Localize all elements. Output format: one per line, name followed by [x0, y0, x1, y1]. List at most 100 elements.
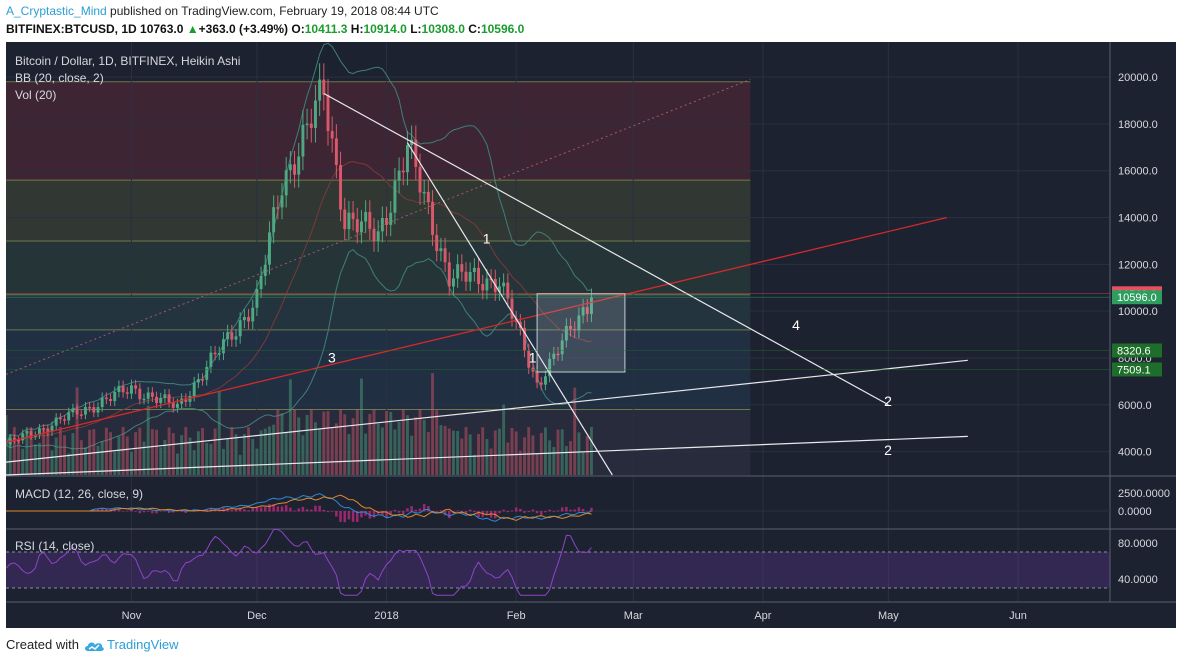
candle-body — [63, 419, 67, 421]
volume-bar — [359, 378, 363, 475]
volume-bar — [401, 409, 405, 475]
candle-body — [117, 386, 121, 392]
macd-histogram-bar — [276, 506, 280, 512]
volume-bar — [435, 410, 439, 475]
macd-histogram-bar — [560, 507, 564, 512]
vol-legend[interactable]: Vol (20) — [15, 88, 57, 102]
macd-legend[interactable]: MACD (12, 26, close, 9) — [15, 487, 144, 501]
macd-histogram-bar — [243, 509, 246, 512]
candle-body — [305, 123, 309, 126]
bb-legend[interactable]: BB (20, close, 2) — [15, 71, 104, 85]
candle-body — [46, 428, 50, 432]
chart-background — [6, 42, 1176, 628]
candle-body — [372, 228, 376, 242]
x-tick-label: May — [878, 610, 899, 622]
volume-bar — [6, 415, 8, 475]
candle-body — [104, 397, 108, 400]
macd-histogram-bar — [301, 506, 305, 512]
candle-body — [510, 298, 514, 319]
macd-histogram-bar — [167, 511, 171, 513]
volume-bar — [88, 429, 92, 475]
macd-histogram-bar — [318, 505, 321, 512]
volume-bar — [8, 434, 12, 475]
candle-body — [380, 217, 384, 232]
macd-histogram-bar — [251, 507, 254, 512]
candle-body — [272, 207, 276, 233]
volume-bar — [297, 417, 301, 475]
candle-body — [213, 352, 217, 355]
x-tick-label: Nov — [122, 610, 142, 622]
close-label: C: — [468, 22, 481, 36]
macd-histogram-bar — [414, 509, 418, 512]
macd-histogram-bar — [222, 507, 225, 512]
tradingview-brand[interactable]: TradingView — [106, 637, 179, 652]
macd-histogram-bar — [126, 510, 129, 512]
y-tick-label: 16000.0 — [1118, 166, 1158, 178]
candle-body — [155, 396, 159, 404]
volume-bar — [543, 427, 547, 475]
macd-histogram-bar — [410, 506, 413, 512]
macd-histogram-bar — [117, 509, 121, 512]
volume-bar — [71, 433, 75, 475]
candle-body — [175, 403, 179, 408]
candle-body — [209, 352, 213, 367]
candle-body — [543, 376, 547, 385]
macd-line — [6, 493, 592, 522]
macd-histogram-bar — [527, 511, 530, 513]
rsi-legend[interactable]: RSI (14, close) — [15, 539, 95, 553]
macd-histogram-bar — [322, 509, 326, 512]
macd-signal-line — [6, 494, 592, 521]
x-tick-label: Feb — [507, 610, 526, 622]
volume-bar — [121, 427, 125, 475]
candle-body — [221, 339, 225, 354]
macd-histogram-bar — [548, 509, 551, 512]
symbol-info: BITFINEX:BTCUSD, 1D 10763.0 ▲+363.0 (+3.… — [6, 22, 524, 36]
macd-histogram-bar — [113, 509, 116, 512]
tradingview-cloud-icon — [84, 642, 104, 651]
macd-histogram-bar — [180, 511, 183, 512]
macd-histogram-bar — [184, 511, 188, 514]
macd-histogram-bar — [397, 511, 401, 513]
volume-bar — [489, 448, 493, 475]
annotation-label: 1 — [483, 230, 491, 246]
candle-body — [318, 79, 322, 101]
candle-body — [477, 267, 481, 285]
macd-histogram-bar — [464, 511, 468, 514]
volume-bar — [447, 428, 451, 475]
candle-body — [293, 164, 297, 175]
volume-bar — [238, 454, 242, 475]
candle-body — [255, 289, 259, 308]
candle-body — [355, 219, 359, 233]
chart-panel[interactable]: 1 1 3 4 2 2 4000.0 6000.0 8000.0 10000.0 12000.0 14… — [6, 42, 1176, 628]
volume-bar — [548, 440, 552, 475]
candle-body — [472, 267, 476, 273]
volume-bar — [221, 448, 225, 475]
candle-body — [548, 358, 552, 377]
volume-bar — [309, 409, 313, 475]
volume-bar — [284, 432, 288, 475]
macd-histogram-bar — [389, 511, 392, 514]
macd-histogram-bar — [485, 511, 489, 515]
open-value: 10411.3 — [304, 22, 348, 36]
volume-bar — [12, 427, 16, 475]
volume-bar — [159, 447, 163, 475]
macd-histogram-bar — [297, 508, 300, 512]
candle-body — [276, 207, 280, 209]
candle-body — [167, 394, 171, 403]
macd-histogram-bar — [289, 507, 292, 512]
candle-body — [560, 340, 564, 355]
macd-histogram-bar — [100, 508, 104, 512]
candle-body — [50, 425, 54, 432]
volume-bar — [535, 453, 539, 475]
macd-histogram-bar — [105, 508, 108, 512]
volume-bar — [468, 434, 472, 475]
volume-bar — [393, 429, 397, 475]
rsi-tick-label: 40.0000 — [1118, 574, 1158, 586]
low-value: 10308.0 — [421, 22, 465, 36]
author-link[interactable]: A_Cryptastic_Mind — [6, 4, 107, 18]
volume-bar — [146, 405, 150, 475]
candle-body — [502, 282, 506, 287]
macd-histogram-bar — [255, 506, 259, 512]
y-tick-label: 18000.0 — [1118, 119, 1158, 131]
